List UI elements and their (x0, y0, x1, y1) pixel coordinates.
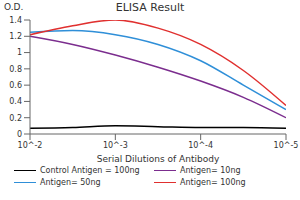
svg-text:1.2: 1.2 (9, 32, 22, 41)
html-text:Control Antigen = 100ng: Control Antigen = 100ng (40, 166, 140, 175)
svg-text:0.4: 0.4 (9, 97, 22, 106)
svg-text:0.8: 0.8 (9, 65, 22, 74)
svg-text:Serial Dilutions of Antibody: Serial Dilutions of Antibody (97, 154, 220, 164)
svg-text:10^-5: 10^-5 (274, 141, 292, 150)
svg-text:10^-3: 10^-3 (103, 141, 128, 150)
svg-text:1.4: 1.4 (9, 16, 22, 25)
svg-text:0.2: 0.2 (9, 114, 22, 123)
html-text:Antigen= 100ng: Antigen= 100ng (180, 178, 246, 187)
html-text:O.D.: O.D. (4, 2, 24, 12)
html-text:ELISA Result: ELISA Result (115, 1, 185, 14)
svg-text:1: 1 (17, 48, 22, 57)
svg-text:10^-4: 10^-4 (188, 141, 213, 150)
svg-text:0: 0 (17, 130, 22, 139)
html-text:Antigen= 50ng: Antigen= 50ng (40, 178, 101, 187)
html-text:Antigen= 10ng: Antigen= 10ng (180, 166, 241, 175)
svg-text:10^-2: 10^-2 (18, 141, 43, 150)
svg-text:0.6: 0.6 (9, 81, 22, 90)
